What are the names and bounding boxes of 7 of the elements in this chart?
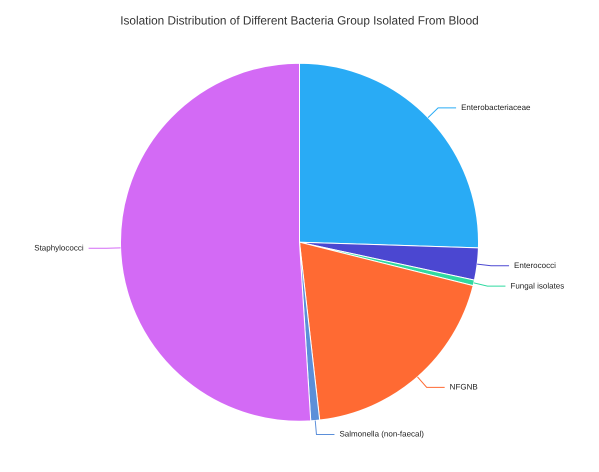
slice-label: NFGNB bbox=[450, 382, 478, 392]
slice-label: Fungal isolates bbox=[510, 281, 564, 290]
slice-label: Salmonella (non-faecal) bbox=[339, 430, 424, 439]
slice-label: Enterococci bbox=[514, 260, 556, 270]
slice-label: Enterobacteriaceae bbox=[461, 103, 532, 112]
chart-title: Isolation Distribution of Different Bacteria Group Isolated From Blood bbox=[120, 13, 479, 28]
slice-label: Staphylococci bbox=[34, 243, 84, 252]
